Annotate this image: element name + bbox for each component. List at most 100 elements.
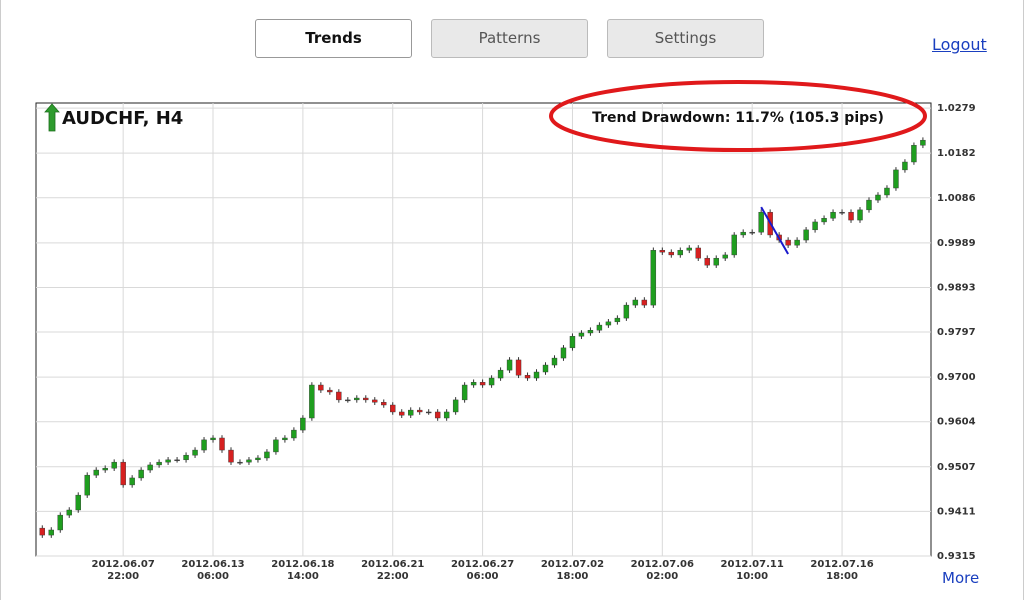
y-tick-label: 0.9797 bbox=[937, 327, 976, 338]
candle-body bbox=[138, 469, 144, 479]
candle-body bbox=[632, 299, 639, 306]
candle-body bbox=[533, 371, 540, 379]
candle-body bbox=[623, 304, 630, 319]
candle-body bbox=[479, 382, 486, 386]
candle-body bbox=[443, 411, 450, 419]
candle-body bbox=[147, 464, 153, 471]
candle-body bbox=[893, 169, 899, 189]
candle-body bbox=[722, 254, 728, 259]
y-tick-label: 0.9411 bbox=[937, 506, 976, 517]
candle-body bbox=[327, 389, 333, 393]
candle-body bbox=[704, 257, 710, 266]
candle-body bbox=[848, 211, 854, 221]
candle-body bbox=[399, 411, 405, 416]
y-tick-label: 0.9700 bbox=[937, 372, 976, 383]
candle-body bbox=[345, 399, 351, 402]
y-tick-label: 1.0086 bbox=[937, 193, 976, 204]
candle-body bbox=[785, 239, 791, 246]
candle-body bbox=[237, 461, 243, 464]
candle-body bbox=[740, 231, 746, 236]
x-tick-label: 2012.06.07 22:00 bbox=[91, 559, 155, 582]
tab-trends[interactable]: Trends bbox=[255, 19, 412, 58]
candle-body bbox=[156, 461, 162, 466]
candle-body bbox=[416, 409, 423, 413]
candle-body bbox=[713, 257, 719, 266]
y-tick-label: 0.9507 bbox=[937, 462, 976, 473]
candle-body bbox=[839, 211, 845, 214]
x-tick-label: 2012.07.06 02:00 bbox=[630, 559, 694, 582]
candle-body bbox=[66, 509, 72, 516]
plot-area bbox=[35, 102, 932, 557]
candle-body bbox=[264, 451, 270, 459]
candle-body bbox=[794, 239, 800, 246]
grid bbox=[36, 103, 931, 557]
more-link[interactable]: More bbox=[942, 569, 980, 587]
candle-body bbox=[551, 357, 558, 366]
candle-body bbox=[219, 437, 225, 451]
candle-body bbox=[731, 234, 737, 256]
candle-body bbox=[57, 514, 63, 531]
candle-body bbox=[596, 324, 603, 331]
candle-body bbox=[758, 211, 764, 233]
candle-body bbox=[515, 359, 522, 376]
candle-body bbox=[587, 329, 594, 334]
candle-body bbox=[201, 439, 207, 451]
highlight-ellipse bbox=[549, 80, 927, 152]
y-tick-label: 1.0279 bbox=[937, 103, 976, 114]
candle-body bbox=[560, 347, 567, 359]
trend-arrow-icon bbox=[44, 103, 60, 132]
candle-body bbox=[255, 457, 261, 461]
y-tick-label: 0.9604 bbox=[937, 417, 976, 428]
x-tick-label: 2012.07.11 10:00 bbox=[720, 559, 784, 582]
candle-body bbox=[803, 229, 809, 241]
candle-body bbox=[363, 397, 369, 401]
x-tick-label: 2012.06.13 06:00 bbox=[181, 559, 245, 582]
candle-body bbox=[129, 477, 135, 486]
candle-body bbox=[695, 247, 701, 259]
x-tick-label: 2012.07.16 18:00 bbox=[810, 559, 874, 582]
candle-body bbox=[111, 461, 117, 469]
trend-line bbox=[760, 206, 789, 255]
candle-body bbox=[830, 211, 836, 219]
x-tick-label: 2012.06.21 22:00 bbox=[361, 559, 425, 582]
candle-body bbox=[318, 384, 324, 391]
candle-body bbox=[425, 411, 432, 414]
candle-body bbox=[93, 469, 99, 476]
candle-body bbox=[506, 359, 513, 371]
candle-body bbox=[821, 218, 827, 223]
candle-body bbox=[641, 299, 648, 306]
y-tick-label: 1.0182 bbox=[937, 148, 976, 159]
candle-body bbox=[354, 397, 360, 401]
candle-body bbox=[650, 250, 657, 306]
candle-body bbox=[183, 454, 189, 461]
candle-body bbox=[614, 317, 621, 323]
candle-body bbox=[659, 250, 666, 253]
candle-body bbox=[381, 402, 387, 406]
candle-body bbox=[434, 411, 441, 419]
tab-patterns[interactable]: Patterns bbox=[431, 19, 588, 58]
candle-body bbox=[884, 187, 890, 196]
candle-body bbox=[282, 437, 288, 441]
candle-body bbox=[408, 409, 414, 416]
candle-body bbox=[75, 494, 81, 511]
logout-link[interactable]: Logout bbox=[932, 35, 987, 54]
candle-body bbox=[569, 336, 576, 349]
candle-body bbox=[542, 364, 549, 373]
candle-body bbox=[605, 321, 612, 326]
candle-body bbox=[686, 247, 692, 251]
annotation: Trend Drawdown: 11.7% (105.3 pips) bbox=[592, 110, 884, 126]
candle-body bbox=[192, 449, 198, 456]
candle-body bbox=[210, 437, 216, 441]
x-tick-label: 2012.06.18 14:00 bbox=[271, 559, 335, 582]
candles bbox=[39, 137, 926, 538]
x-tick-label: 2012.07.02 18:00 bbox=[540, 559, 605, 582]
tab-settings[interactable]: Settings bbox=[607, 19, 764, 58]
candle-body bbox=[875, 194, 881, 201]
candle-body bbox=[677, 250, 683, 256]
candle-body bbox=[488, 377, 495, 386]
candle-body bbox=[39, 527, 45, 536]
candle-body bbox=[911, 145, 917, 163]
candle-body bbox=[812, 221, 818, 231]
candle-body bbox=[300, 417, 306, 431]
